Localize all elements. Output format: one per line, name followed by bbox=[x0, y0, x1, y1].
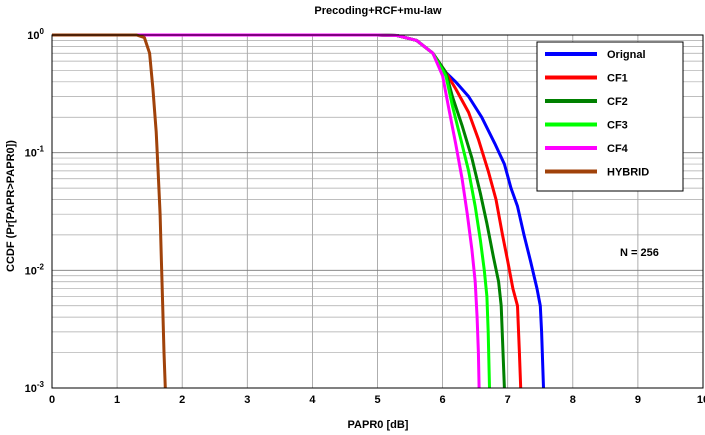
legend-entry-label: CF3 bbox=[607, 120, 628, 132]
series-line-hybrid bbox=[52, 33, 167, 389]
x-tick-label: 8 bbox=[570, 394, 576, 406]
x-axis-label: PAPR0 [dB] bbox=[348, 419, 409, 431]
x-tick-label: 10 bbox=[697, 394, 705, 406]
x-tick-label: 4 bbox=[309, 394, 316, 406]
x-tick-label: 5 bbox=[374, 394, 380, 406]
legend-entry-label: CF4 bbox=[607, 143, 629, 155]
y-tick-label: 10-3 bbox=[25, 380, 45, 395]
plot-frame bbox=[51, 34, 704, 389]
x-tick-label: 9 bbox=[635, 394, 641, 406]
legend: Orignal CF1 CF2 CF3 CF4 HYBRID bbox=[536, 41, 684, 192]
x-tick-label: 1 bbox=[114, 394, 120, 406]
x-tick-label: 0 bbox=[49, 394, 55, 406]
y-tick-label: 10-2 bbox=[25, 262, 45, 277]
curves bbox=[52, 33, 545, 389]
chart-title: Precoding+RCF+mu-law bbox=[314, 5, 442, 17]
legend-entry-label: CF2 bbox=[607, 96, 628, 108]
legend-entry-label: HYBRID bbox=[607, 167, 649, 179]
legend-entry-label: Orignal bbox=[607, 49, 646, 61]
x-tick-label: 2 bbox=[179, 394, 185, 406]
y-tick-label: 100 bbox=[27, 27, 44, 42]
axis-ticks: 0 1 2 3 4 5 6 7 8 9 10 10-3 10-2 10-1 100 bbox=[25, 27, 705, 406]
legend-entry-label: CF1 bbox=[607, 73, 628, 85]
n-annotation: N = 256 bbox=[620, 247, 659, 259]
y-tick-label: 10-1 bbox=[25, 145, 45, 160]
y-axis-label: CCDF (Pr[PAPR>PAPR0]) bbox=[5, 140, 17, 272]
series-line-cf4 bbox=[52, 33, 481, 389]
x-tick-label: 6 bbox=[440, 394, 446, 406]
legend-box bbox=[536, 41, 684, 192]
x-tick-label: 7 bbox=[505, 394, 511, 406]
x-tick-label: 3 bbox=[244, 394, 250, 406]
